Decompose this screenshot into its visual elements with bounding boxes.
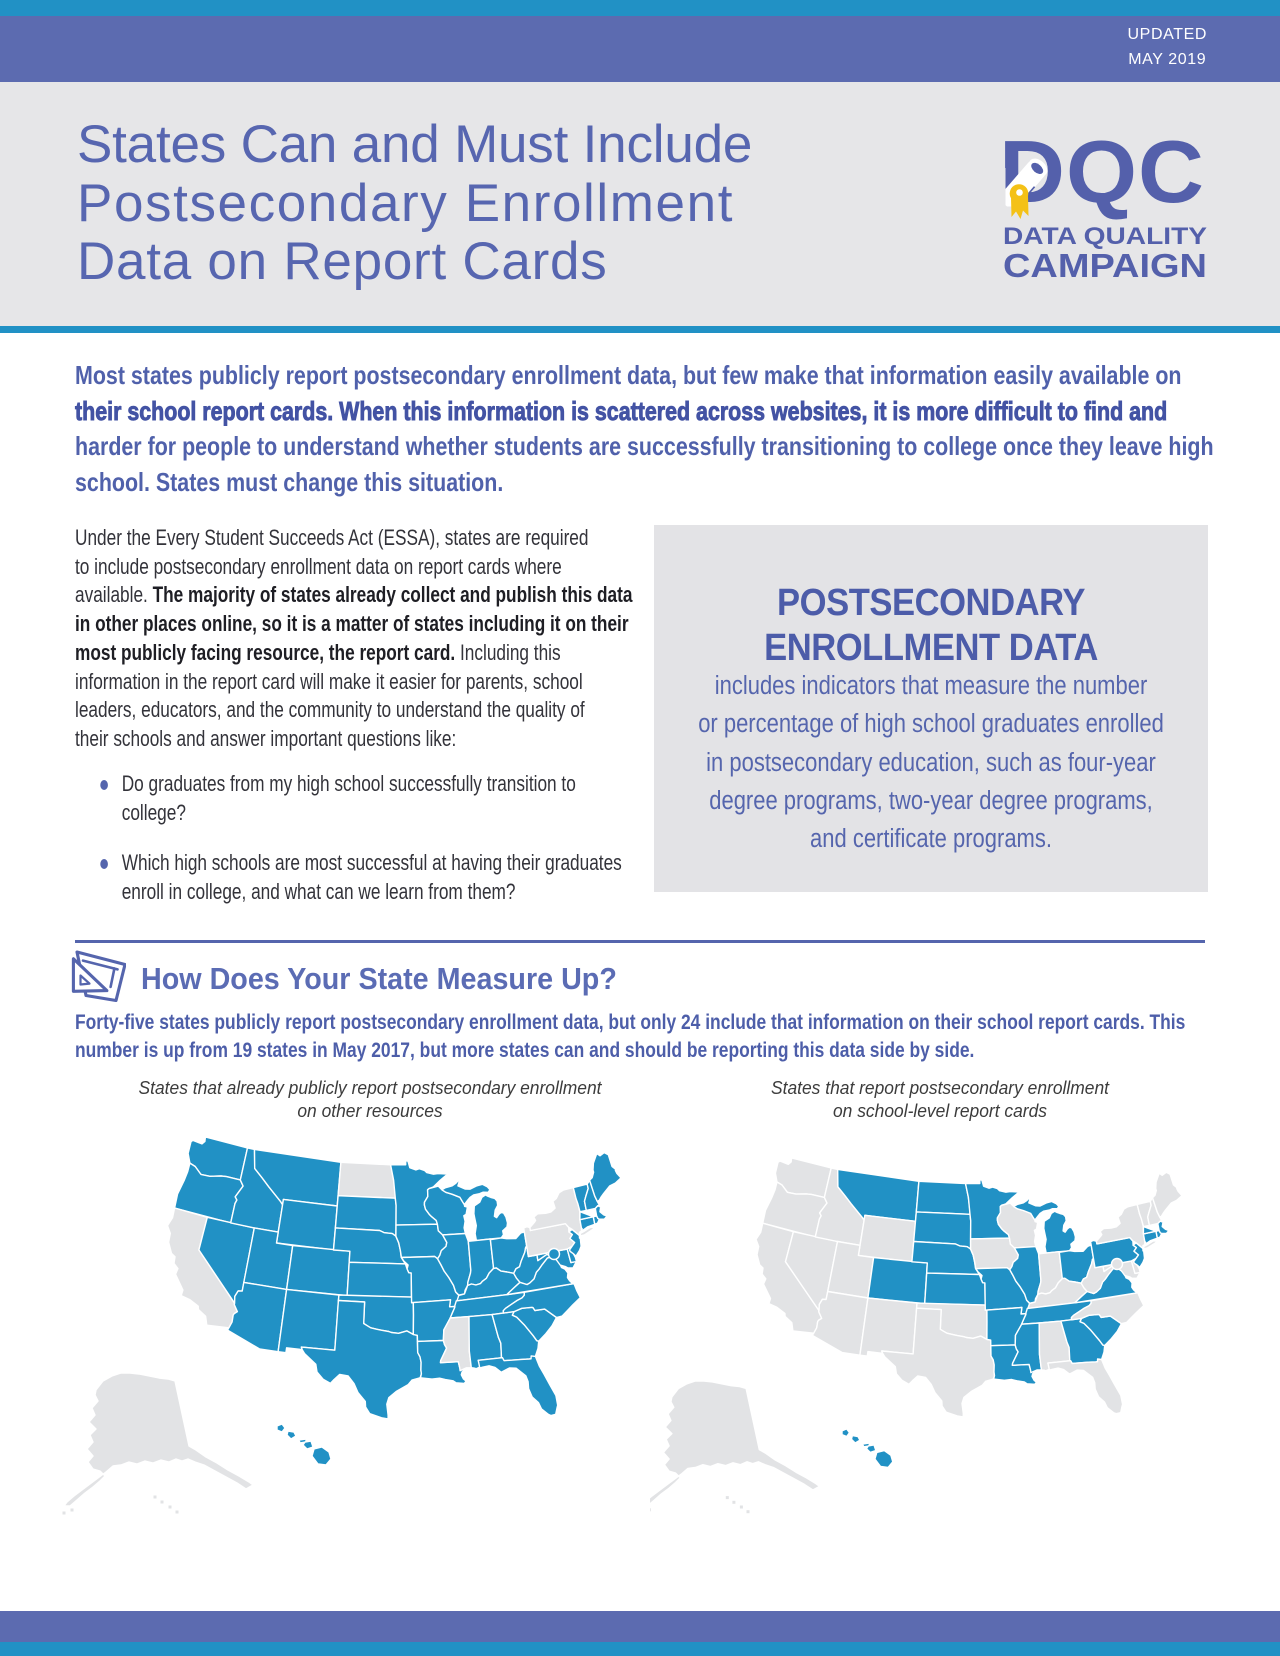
svg-text:DATA QUALITY: DATA QUALITY — [1003, 223, 1207, 250]
svg-text:CAMPAIGN: CAMPAIGN — [1003, 247, 1207, 283]
